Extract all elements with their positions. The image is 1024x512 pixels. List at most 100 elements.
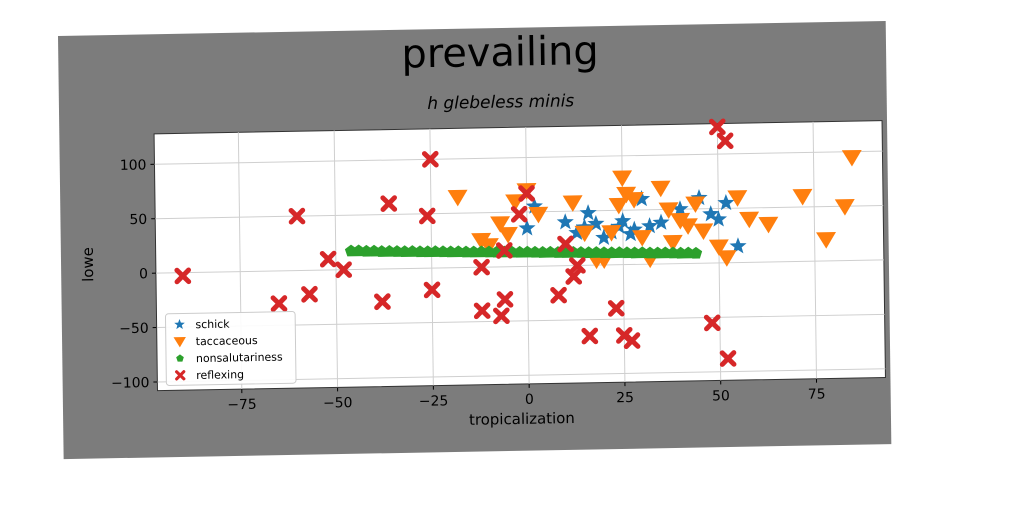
reflexing-point <box>319 250 337 268</box>
taccaceous-point <box>677 218 698 235</box>
taccaceous-point <box>497 226 518 244</box>
taccaceous-point <box>792 188 813 206</box>
taccaceous-point <box>739 211 760 229</box>
reflexing-point <box>607 299 625 317</box>
taccaceous-point <box>612 170 633 188</box>
x-grid-line <box>812 121 817 379</box>
x-tick-label: 75 <box>808 386 826 402</box>
legend-marker <box>173 337 186 348</box>
reflexing-point <box>421 150 439 168</box>
legend-label: reflexing <box>196 368 244 382</box>
schick-point <box>652 213 670 230</box>
taccaceous-point <box>816 232 836 249</box>
y-tick-label: 50 <box>129 212 147 228</box>
reflexing-point <box>418 207 436 225</box>
series-nonsalutariness <box>344 244 703 259</box>
reflexing-point <box>335 261 353 279</box>
y-tick-labels: −100 −50 0 50 100 <box>111 157 158 392</box>
series-schick <box>518 189 747 254</box>
taccaceous-point <box>574 225 595 243</box>
legend-marker <box>175 370 186 381</box>
chart-subtitle: h glebeless minis <box>427 90 574 113</box>
schick-point <box>641 217 659 234</box>
y-axis-label: lowe <box>79 247 97 282</box>
schick-point <box>671 200 689 217</box>
reflexing-point <box>374 293 391 311</box>
reflexing-point <box>473 258 490 276</box>
reflexing-point <box>380 195 398 212</box>
schick-point <box>556 213 574 230</box>
taccaceous-point <box>658 202 679 219</box>
schick-point <box>595 228 613 246</box>
schick-point <box>709 210 728 227</box>
taccaceous-point <box>650 180 671 198</box>
schick-point <box>579 204 597 221</box>
x-grid-line <box>333 130 339 388</box>
schick-point <box>518 219 536 236</box>
taccaceous-point <box>662 234 683 252</box>
schick-point <box>614 212 632 229</box>
series-reflexing <box>174 118 737 367</box>
x-grid-line <box>429 128 434 386</box>
y-tick-label: −100 <box>111 375 150 392</box>
reflexing-point <box>174 267 192 285</box>
taccaceous-point <box>841 149 862 167</box>
schick-point <box>587 214 605 232</box>
y-tick-label: 100 <box>120 157 147 173</box>
x-tick-labels: −75 −50 −25 0 25 50 75 <box>227 378 826 414</box>
chart-figure: prevailing h glebeless minis −75 −50 −25 0 2… <box>58 20 892 460</box>
reflexing-point <box>493 307 510 325</box>
taccaceous-point <box>708 239 729 257</box>
data-points <box>174 118 862 367</box>
x-tick-label: 0 <box>525 392 534 408</box>
taccaceous-point <box>528 206 549 224</box>
schick-point <box>717 193 735 211</box>
taccaceous-point <box>447 189 468 207</box>
legend-marker <box>176 354 184 362</box>
legend: schick taccaceous nonsalutariness reflexing <box>164 311 297 386</box>
reflexing-point <box>510 205 528 223</box>
reflexing-point <box>288 207 306 225</box>
chart-title: prevailing <box>401 28 599 78</box>
taccaceous-point <box>562 195 583 212</box>
taccaceous-point <box>601 225 622 242</box>
taccaceous-point <box>834 199 855 216</box>
reflexing-point <box>716 132 734 150</box>
reflexing-point <box>565 268 583 285</box>
x-tick-label: −75 <box>227 397 257 414</box>
reflexing-point <box>623 332 641 350</box>
y-tick-label: −50 <box>119 321 149 338</box>
x-tick-label: 25 <box>616 390 634 406</box>
reflexing-point <box>495 242 513 259</box>
taccaceous-point <box>685 196 706 213</box>
taccaceous-point <box>623 191 644 209</box>
reflexing-point <box>301 285 318 303</box>
reflexing-point <box>557 235 574 253</box>
y-tick-label: 0 <box>139 266 148 282</box>
reflexing-point <box>473 302 491 320</box>
schick-point <box>729 237 747 254</box>
taccaceous-point <box>758 216 779 234</box>
legend-label: schick <box>195 318 230 332</box>
y-grid-line <box>154 150 883 165</box>
x-tick-label: −50 <box>323 395 353 412</box>
reflexing-point <box>518 185 535 202</box>
schick-point <box>633 190 651 207</box>
x-tick-label: −25 <box>419 393 449 410</box>
reflexing-point <box>719 350 737 367</box>
taccaceous-point <box>716 250 737 267</box>
x-axis-label: tropicalization <box>469 409 575 429</box>
nonsalutariness-point <box>689 246 703 259</box>
taccaceous-point <box>490 216 511 233</box>
x-tick-label: 50 <box>712 388 730 404</box>
legend-marker <box>174 318 185 330</box>
reflexing-point <box>708 118 726 136</box>
reflexing-point <box>496 291 514 308</box>
y-grid-line <box>155 259 884 274</box>
reflexing-point <box>270 295 288 312</box>
legend-box <box>164 311 297 386</box>
legend-label: taccaceous <box>196 334 258 348</box>
series-taccaceous <box>447 149 862 270</box>
reflexing-point <box>703 314 721 332</box>
